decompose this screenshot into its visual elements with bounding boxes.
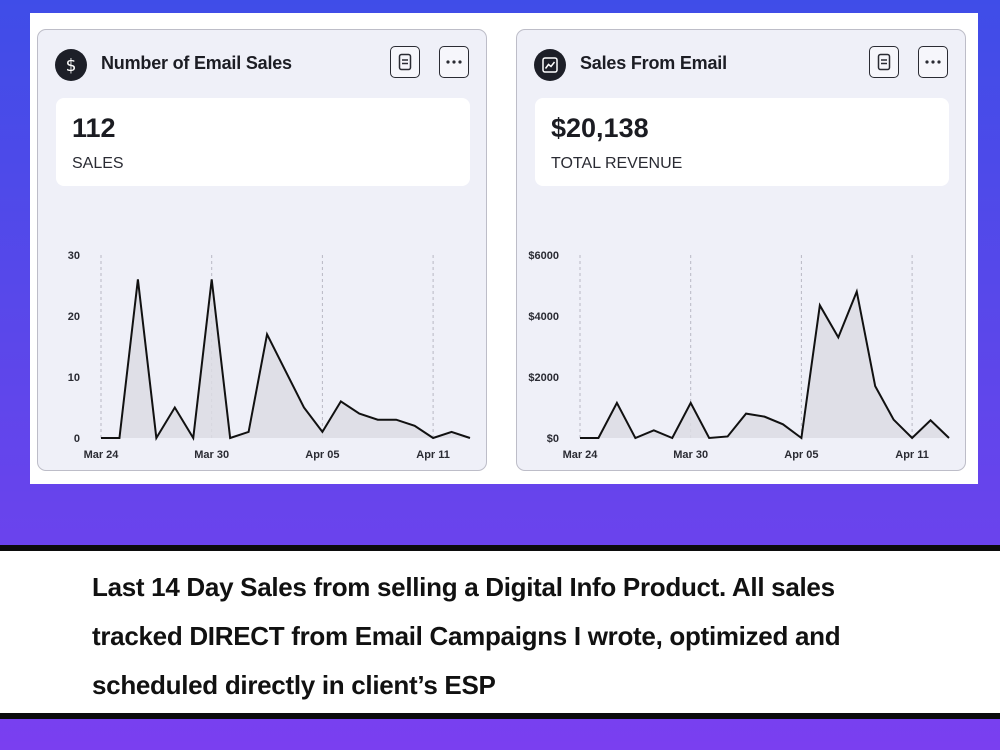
series-line bbox=[580, 288, 950, 440]
more-options-button[interactable] bbox=[439, 46, 469, 78]
sales-count-chart: 0 10 20 30 Mar 24 Mar 30 Apr 05 Apr 11 bbox=[68, 250, 471, 461]
caption-band: Last 14 Day Sales from selling a Digital… bbox=[0, 545, 1000, 719]
y-tick-label: $4000 bbox=[528, 311, 559, 323]
area-fill bbox=[101, 279, 470, 438]
caption-text: Last 14 Day Sales from selling a Digital… bbox=[92, 572, 841, 700]
x-tick-label: Mar 24 bbox=[563, 449, 599, 461]
x-tick-label: Mar 30 bbox=[194, 449, 229, 461]
x-tick-label: Apr 05 bbox=[784, 449, 818, 461]
x-tick-label: Mar 24 bbox=[84, 449, 120, 461]
stat-box: $20,138 TOTAL REVENUE bbox=[535, 98, 949, 186]
x-tick-label: Apr 11 bbox=[416, 449, 450, 461]
x-tick-label: Mar 30 bbox=[673, 449, 708, 461]
stat-label: TOTAL REVENUE bbox=[551, 155, 683, 172]
area-fill bbox=[580, 291, 949, 438]
dashboard-screenshot: $ Number of Email Sales 112 SALES 0 10 20 3… bbox=[30, 13, 978, 484]
y-tick-label: $2000 bbox=[528, 372, 559, 384]
dollar-icon: $ bbox=[55, 49, 87, 81]
card-title: Number of Email Sales bbox=[101, 53, 292, 73]
report-button[interactable] bbox=[390, 46, 420, 78]
stat-value: $20,138 bbox=[551, 113, 649, 143]
y-tick-label: 0 bbox=[74, 433, 80, 445]
y-tick-label: $0 bbox=[547, 433, 559, 445]
more-options-icon bbox=[446, 60, 462, 64]
stat-value: 112 bbox=[72, 113, 116, 143]
email-sales-card: $ Number of Email Sales 112 SALES 0 10 20 3… bbox=[37, 29, 487, 471]
report-icon bbox=[398, 53, 412, 71]
trend-chart-icon bbox=[534, 49, 566, 81]
x-tick-label: Apr 05 bbox=[305, 449, 339, 461]
report-button[interactable] bbox=[869, 46, 899, 78]
more-options-icon bbox=[925, 60, 941, 64]
card-title: Sales From Email bbox=[580, 53, 727, 73]
more-options-button[interactable] bbox=[918, 46, 948, 78]
email-revenue-card: Sales From Email $20,138 TOTAL REVENUE $… bbox=[516, 29, 966, 471]
svg-text:$: $ bbox=[66, 56, 77, 75]
revenue-chart: $0 $2000 $4000 $6000 Mar 24 Mar 30 Apr 05 Apr 1… bbox=[528, 250, 950, 461]
x-tick-label: Apr 11 bbox=[895, 449, 929, 461]
y-tick-label: 20 bbox=[68, 311, 80, 323]
y-tick-label: 30 bbox=[68, 250, 80, 262]
stat-box: 112 SALES bbox=[56, 98, 470, 186]
report-icon bbox=[877, 53, 891, 71]
y-tick-label: $6000 bbox=[528, 250, 559, 262]
series-line bbox=[101, 279, 471, 442]
y-tick-label: 10 bbox=[68, 372, 80, 384]
stat-label: SALES bbox=[72, 155, 124, 172]
